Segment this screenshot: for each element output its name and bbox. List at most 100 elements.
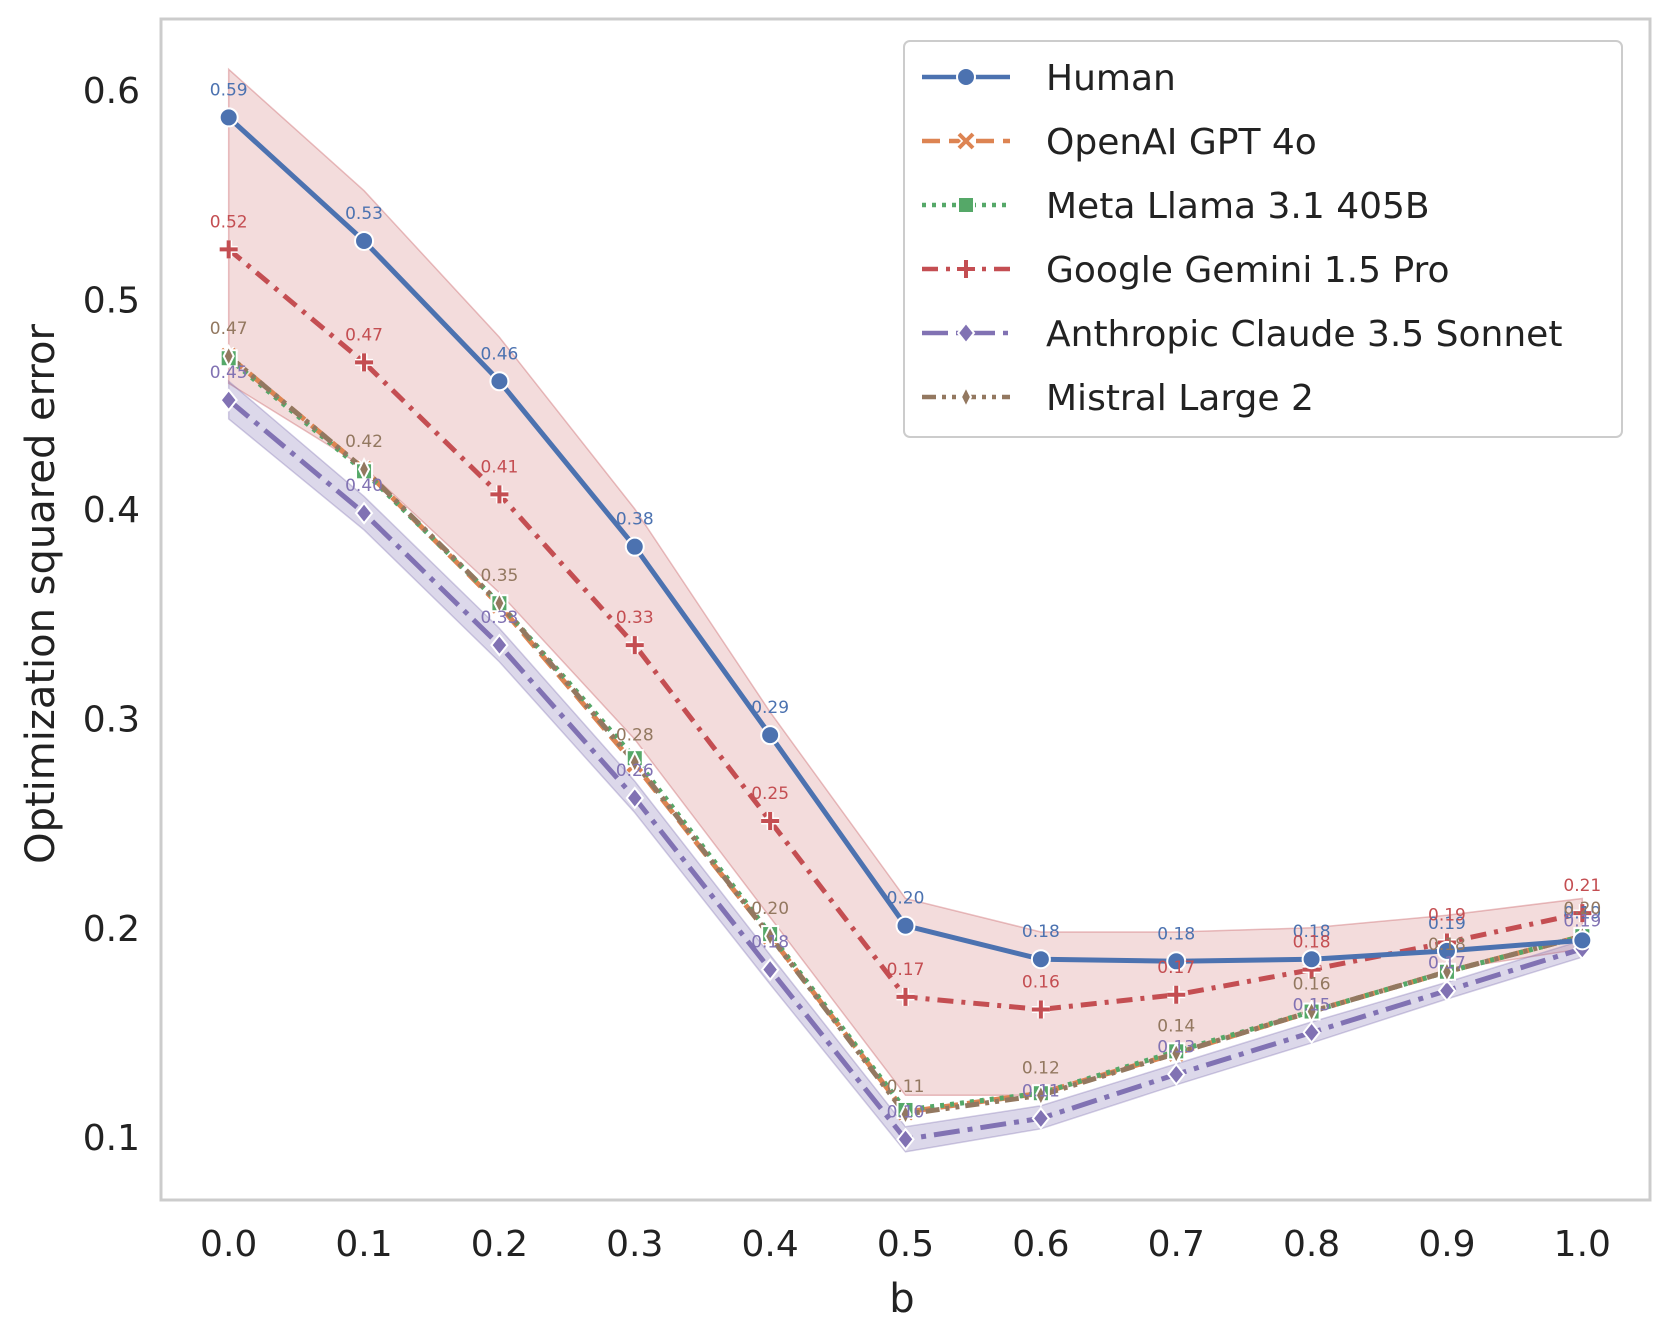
- y-tick-label: 0.4: [83, 490, 140, 531]
- data-labels: 0.590.530.460.380.290.200.18 0.18 0.18 0.19…: [210, 80, 1601, 1122]
- y-tick-label: 0.5: [83, 281, 140, 322]
- series-markers: [218, 107, 1593, 1151]
- point-mistral-large-2-7: [1170, 1041, 1183, 1066]
- x-tick-label: 0.3: [606, 1224, 663, 1265]
- point-google-gemini-1-5-pro-0: [219, 240, 238, 259]
- point-human-0: [218, 107, 239, 128]
- point-anthropic-claude-3-5-sonnet-8: [1302, 1020, 1321, 1045]
- point-google-gemini-1-5-pro-3: [625, 636, 644, 655]
- y-tick-label: 0.2: [83, 909, 140, 950]
- y-tick-label: 0.3: [83, 699, 140, 740]
- legend-label-human: Human: [1046, 58, 1176, 99]
- data-label-anthropic-claude-3-5-sonnet-7: 0.13: [1157, 1037, 1195, 1057]
- data-label-google-gemini-1-5-pro-5: 0.17: [887, 960, 925, 980]
- point-anthropic-claude-3-5-sonnet-3: [625, 786, 645, 810]
- point-mistral-large-2-2: [493, 590, 506, 616]
- point-human-3: [624, 536, 645, 557]
- x-tick-label: 1.0: [1554, 1224, 1611, 1265]
- legend-item-openai-gpt-4o[interactable]: OpenAI GPT 4o: [922, 122, 1317, 163]
- y-tick-label: 0.1: [83, 1118, 140, 1159]
- data-label-mistral-large-2-3: 0.28: [616, 725, 654, 745]
- legend-marker-human: [956, 67, 976, 87]
- legend-marker-anthropic-claude-3-5-sonnet: [956, 321, 976, 345]
- point-google-gemini-1-5-pro-5: [896, 987, 915, 1006]
- data-label-anthropic-claude-3-5-sonnet-10: 0.19: [1563, 912, 1601, 932]
- y-axis-ticks: 0.1 0.2 0.3 0.4 0.5 0.6: [83, 71, 140, 1159]
- legend-marker-google-gemini-1-5-pro: [957, 260, 975, 278]
- legend-label-openai-gpt-4o: OpenAI GPT 4o: [1046, 122, 1317, 163]
- data-label-google-gemini-1-5-pro-0: 0.52: [210, 212, 248, 232]
- data-label-human-3: 0.38: [616, 510, 654, 530]
- point-google-gemini-1-5-pro-6: [1031, 1000, 1050, 1019]
- point-google-gemini-1-5-pro-1: [355, 353, 374, 372]
- point-mistral-large-2-8: [1305, 999, 1318, 1024]
- data-label-anthropic-claude-3-5-sonnet-1: 0.40: [345, 476, 383, 496]
- point-anthropic-claude-3-5-sonnet-7: [1166, 1062, 1186, 1086]
- point-anthropic-claude-3-5-sonnet-4: [760, 958, 780, 982]
- data-label-mistral-large-2-10: 0.20: [1563, 899, 1601, 919]
- x-tick-label: 0.0: [200, 1224, 257, 1265]
- point-anthropic-claude-3-5-sonnet-9: [1437, 979, 1457, 1003]
- data-label-anthropic-claude-3-5-sonnet-8: 0.15: [1293, 995, 1331, 1015]
- legend-item-anthropic-claude-3-5-sonnet[interactable]: Anthropic Claude 3.5 Sonnet: [922, 314, 1562, 355]
- data-label-mistral-large-2-9: 0.18: [1428, 935, 1466, 955]
- legend-label-google-gemini-1-5-pro: Google Gemini 1.5 Pro: [1046, 250, 1450, 291]
- data-label-mistral-large-2-1: 0.42: [345, 432, 383, 452]
- data-label-anthropic-claude-3-5-sonnet-0: 0.45: [210, 363, 248, 383]
- x-tick-label: 0.9: [1418, 1224, 1475, 1265]
- point-mistral-large-2-4: [764, 923, 777, 949]
- legend-marker-mistral-large-2: [959, 384, 973, 410]
- data-label-google-gemini-1-5-pro-1: 0.47: [345, 325, 383, 345]
- data-label-google-gemini-1-5-pro-7: 0.17: [1157, 958, 1195, 978]
- data-label-mistral-large-2-0: 0.47: [210, 319, 248, 339]
- point-anthropic-claude-3-5-sonnet-6: [1031, 1106, 1051, 1130]
- point-human-7: [1166, 951, 1187, 972]
- x-axis-label: b: [889, 1276, 914, 1322]
- data-label-mistral-large-2-6: 0.12: [1022, 1058, 1060, 1078]
- data-label-anthropic-claude-3-5-sonnet-4: 0.18: [751, 933, 789, 953]
- legend-item-google-gemini-1-5-pro[interactable]: Google Gemini 1.5 Pro: [922, 250, 1450, 291]
- data-label-anthropic-claude-3-5-sonnet-9: 0.17: [1428, 954, 1466, 974]
- data-label-human-9: 0.19: [1428, 914, 1466, 934]
- data-label-mistral-large-2-7: 0.14: [1157, 1016, 1195, 1036]
- data-label-anthropic-claude-3-5-sonnet-6: 0.11: [1022, 1081, 1060, 1101]
- data-label-human-5: 0.20: [887, 889, 925, 909]
- data-label-mistral-large-2-5: 0.11: [887, 1077, 925, 1097]
- legend-label-mistral-large-2: Mistral Large 2: [1046, 378, 1314, 419]
- data-label-google-gemini-1-5-pro-9: 0.19: [1428, 905, 1466, 925]
- point-google-gemini-1-5-pro-2: [490, 485, 509, 504]
- legend-item-mistral-large-2[interactable]: Mistral Large 2: [922, 378, 1314, 419]
- legend-item-human[interactable]: Human: [922, 58, 1176, 99]
- point-anthropic-claude-3-5-sonnet-2: [490, 633, 509, 657]
- data-label-google-gemini-1-5-pro-4: 0.25: [751, 784, 789, 804]
- point-human-5: [895, 915, 916, 936]
- data-label-human-6: 0.18: [1022, 922, 1060, 942]
- data-label-anthropic-claude-3-5-sonnet-2: 0.33: [480, 608, 518, 628]
- legend[interactable]: Human OpenAI GPT 4o Meta Llama 3.1 405B Goo…: [903, 40, 1623, 438]
- point-human-6: [1030, 949, 1051, 970]
- data-label-human-8: 0.18: [1293, 922, 1331, 942]
- data-label-google-gemini-1-5-pro-6: 0.16: [1022, 972, 1060, 992]
- x-tick-label: 0.5: [877, 1224, 934, 1265]
- data-label-human-7: 0.18: [1157, 924, 1195, 944]
- legend-label-meta-llama-3-1-405b: Meta Llama 3.1 405B: [1046, 186, 1430, 227]
- point-anthropic-claude-3-5-sonnet-1: [354, 501, 374, 525]
- point-mistral-large-2-6: [1034, 1083, 1047, 1108]
- legend-marker-openai-gpt-4o: [957, 132, 975, 150]
- point-google-gemini-1-5-pro-4: [761, 811, 780, 830]
- y-axis-label: Optimization squared error: [18, 324, 64, 864]
- data-label-mistral-large-2-8: 0.16: [1293, 975, 1331, 995]
- point-google-gemini-1-5-pro-7: [1167, 985, 1186, 1004]
- legend-item-meta-llama-3-1-405b[interactable]: Meta Llama 3.1 405B: [922, 186, 1430, 227]
- point-mistral-large-2-1: [357, 456, 371, 482]
- point-human-4: [760, 725, 781, 746]
- y-tick-label: 0.6: [83, 71, 140, 112]
- x-tick-label: 0.8: [1283, 1224, 1340, 1265]
- data-label-mistral-large-2-4: 0.20: [751, 899, 789, 919]
- data-label-mistral-large-2-2: 0.35: [480, 566, 518, 586]
- x-tick-label: 0.4: [742, 1224, 799, 1265]
- data-label-anthropic-claude-3-5-sonnet-5: 0.10: [887, 1102, 925, 1122]
- data-label-human-4: 0.29: [751, 698, 789, 718]
